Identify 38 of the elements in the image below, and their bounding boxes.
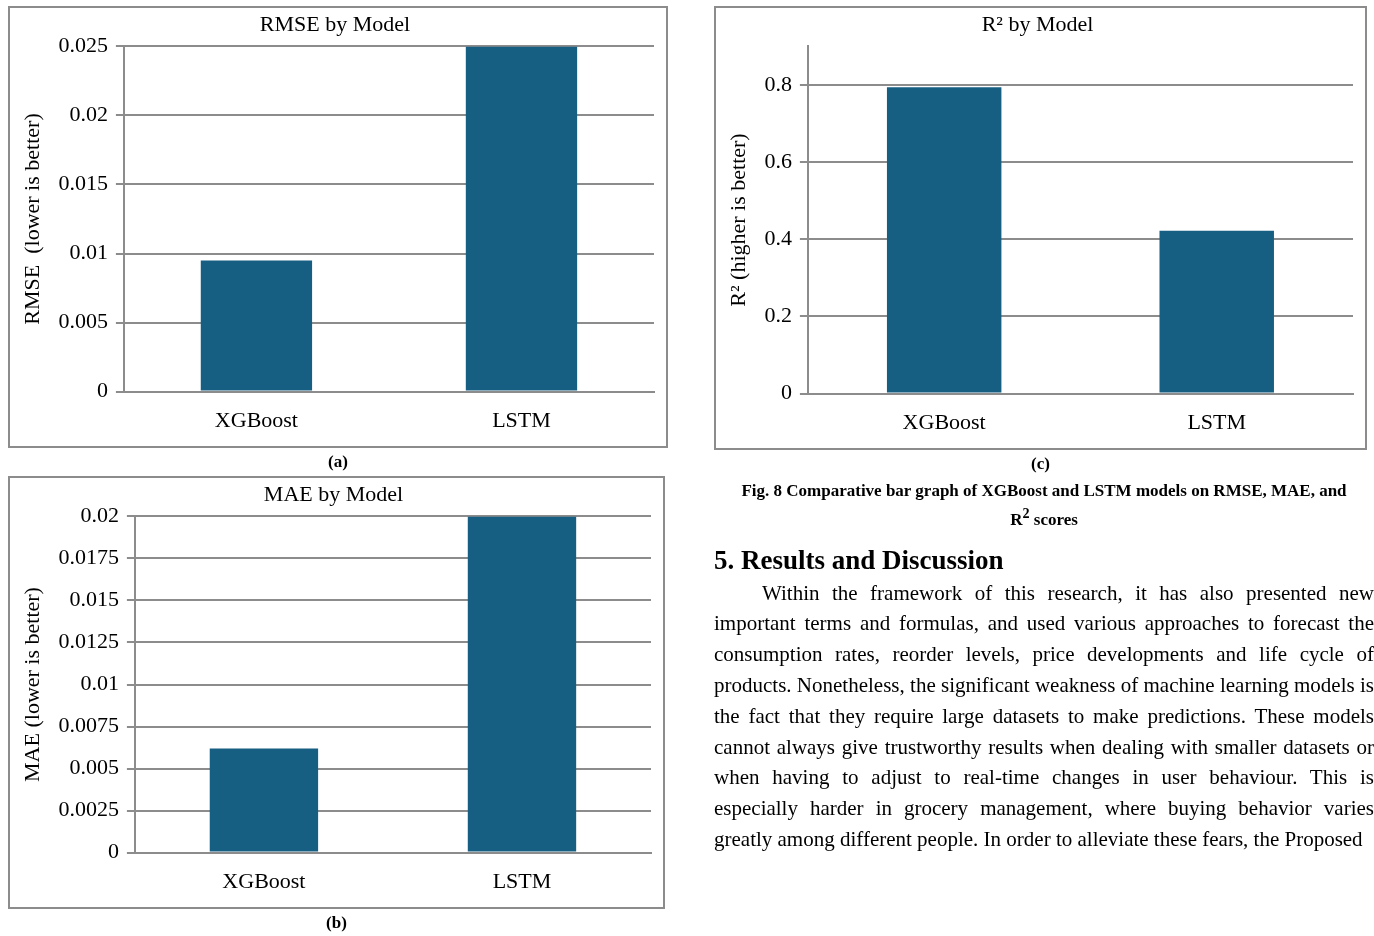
x-tick-label: LSTM xyxy=(492,867,552,893)
chart-title: MAE by Model xyxy=(263,480,404,506)
y-tick-label: 0.8 xyxy=(764,70,792,96)
y-axis-title: R² (higher is better) xyxy=(724,133,750,307)
y-tick-label: 0.0025 xyxy=(58,796,119,822)
chart-title: R² by Model xyxy=(981,10,1094,36)
text: Within the framework of this research, it has also presented new important terms and formulas, and used various approaches to forecast the consumption rates, reorder levels, price developments and life cycle of products. Nonetheless, the significant weakness of machine learning models is the fact that they require large datasets to make predictions. These models cannot always give trustworthy results when dealing with smaller datasets or when having to adjust to real-time changes in user behaviour. This is especially harder in grocery management, where buying behavior varies greatly among different people. In order to alleviate these fears, the Proposed xyxy=(714,580,1374,852)
y-tick-label: 0 xyxy=(107,838,119,864)
y-tick-label: 0.6 xyxy=(764,147,792,173)
x-tick-label: XGBoost xyxy=(222,867,306,893)
x-tick-label: XGBoost xyxy=(214,406,298,432)
y-tick-label: 0.025 xyxy=(58,32,108,58)
y-tick-label: 0.015 xyxy=(69,586,119,612)
x-tick-label: LSTM xyxy=(1187,408,1247,434)
y-axis-title: MAE (lower is better) xyxy=(18,587,44,782)
text: (c) xyxy=(1030,454,1051,474)
chart-title: RMSE by Model xyxy=(259,10,411,36)
x-tick-label: XGBoost xyxy=(902,408,986,434)
caption: Fig. 8 Comparative bar graph of XGBoost and LSTM models on RMSE, MAE, and R$^{2}$ scores xyxy=(740,480,1348,531)
y-tick-label: 0 xyxy=(780,379,792,405)
y-tick-label: 0.2 xyxy=(764,302,792,328)
y-tick-label: 0.02 xyxy=(69,101,108,127)
x-tick-label: LSTM xyxy=(492,406,551,432)
y-tick-label: 0.0075 xyxy=(58,712,119,738)
y-tick-label: 0.02 xyxy=(80,502,119,528)
text: (b) xyxy=(325,913,348,933)
y-axis-title: RMSE (lower is better) xyxy=(18,113,44,325)
text: (a) xyxy=(327,452,349,472)
text: 5. Results and Discussion xyxy=(714,544,1005,576)
y-tick-label: 0.0125 xyxy=(58,628,119,654)
y-tick-label: 0 xyxy=(96,377,108,403)
y-tick-label: 0.01 xyxy=(69,239,108,265)
y-tick-label: 0.4 xyxy=(764,225,792,251)
y-tick-label: 0.0175 xyxy=(58,544,119,570)
y-tick-label: 0.015 xyxy=(58,170,108,196)
y-tick-label: 0.005 xyxy=(58,308,108,334)
y-tick-label: 0.01 xyxy=(80,670,119,696)
y-tick-label: 0.005 xyxy=(69,754,119,780)
